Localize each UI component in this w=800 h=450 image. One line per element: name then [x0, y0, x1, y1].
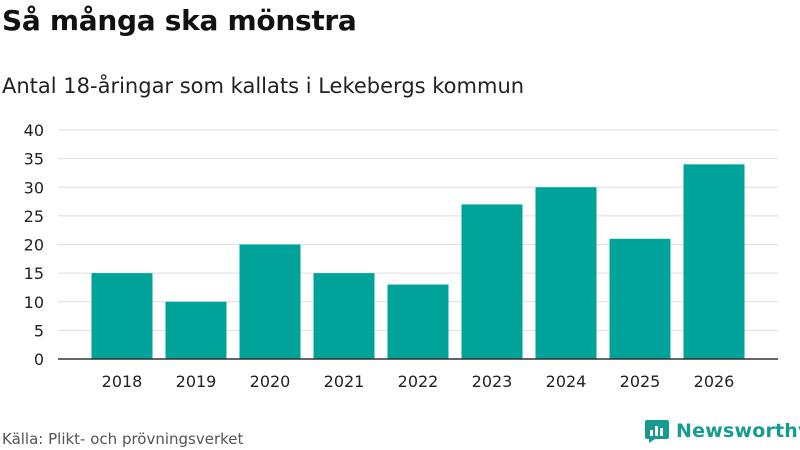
y-tick-label: 20	[24, 236, 44, 255]
x-tick-label: 2021	[324, 372, 365, 391]
bar	[683, 164, 745, 359]
newsworthy-logo-icon	[645, 420, 669, 443]
y-tick-label: 10	[24, 293, 44, 312]
x-tick-label: 2023	[472, 372, 513, 391]
y-tick-label: 5	[34, 321, 44, 340]
bar	[387, 284, 449, 359]
y-tick-label: 15	[24, 264, 44, 283]
bar	[165, 301, 227, 359]
bar	[609, 238, 671, 359]
chart-subtitle: Antal 18-åringar som kallats i Lekebergs…	[2, 74, 525, 98]
bar	[91, 273, 153, 359]
chart-title: Så många ska mönstra	[2, 4, 357, 37]
x-tick-label: 2022	[398, 372, 439, 391]
y-tick-label: 35	[24, 150, 44, 169]
bar	[461, 204, 523, 359]
source-note: Källa: Plikt- och prövningsverket	[2, 430, 244, 448]
x-tick-label: 2020	[250, 372, 291, 391]
y-tick-label: 0	[34, 350, 44, 369]
y-tick-label: 25	[24, 207, 44, 226]
brand-name: Newsworthy	[676, 420, 800, 442]
x-tick-label: 2019	[176, 372, 217, 391]
x-tick-label: 2018	[102, 372, 143, 391]
x-tick-label: 2024	[546, 372, 587, 391]
x-tick-label: 2025	[620, 372, 661, 391]
y-tick-label: 40	[24, 121, 44, 140]
bar	[313, 273, 375, 359]
x-tick-label: 2026	[694, 372, 735, 391]
bar	[239, 244, 301, 359]
brand: Newsworthy	[644, 418, 800, 444]
bar	[535, 187, 597, 359]
y-tick-label: 30	[24, 178, 44, 197]
